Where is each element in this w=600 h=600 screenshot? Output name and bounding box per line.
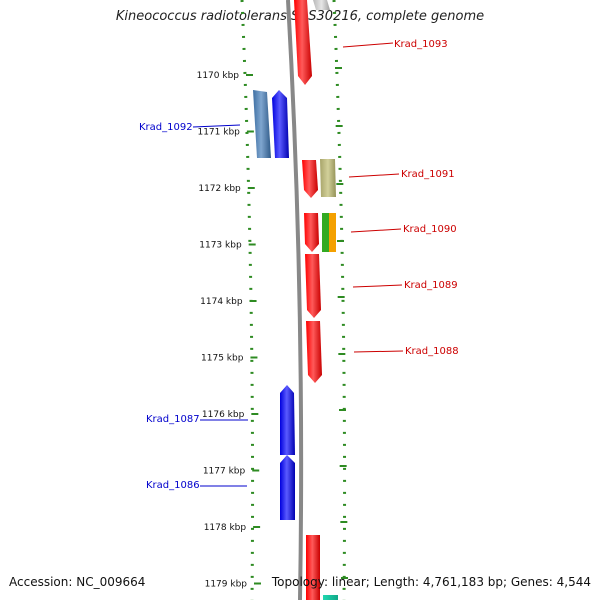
gene-arrow-krad-1086[interactable]	[280, 455, 295, 520]
gene-arrow-red-bottom[interactable]	[306, 535, 320, 600]
genome-summary-text: Topology: linear; Length: 4,761,183 bp; …	[271, 575, 591, 589]
scale-tick-label: 1171 kbp	[197, 128, 240, 138]
gene-label-krad-1093[interactable]: Krad_1093	[394, 39, 448, 50]
gene-arrow-grey[interactable]	[313, 0, 330, 10]
gene-labels[interactable]: Krad_1093 Krad_1092 Krad_1091 Krad_1090 …	[139, 39, 459, 491]
gene-arrow-krad-1093[interactable]	[294, 0, 312, 85]
gene-arrow-orange[interactable]	[329, 213, 336, 252]
scale-tick-label: 1174 kbp	[200, 297, 243, 307]
gene-arrow-krad-1089[interactable]	[305, 254, 321, 318]
gene-arrow-krad-1092[interactable]	[272, 90, 289, 158]
gene-label-krad-1086[interactable]: Krad_1086	[146, 480, 200, 491]
gene-arrow-krad-1087[interactable]	[280, 385, 295, 455]
scale-tick-label: 1172 kbp	[198, 184, 241, 194]
gene-label-krad-1087[interactable]: Krad_1087	[146, 414, 200, 425]
gene-label-krad-1090[interactable]: Krad_1090	[403, 224, 457, 235]
gene-arrow-krad-1088[interactable]	[306, 321, 322, 383]
genome-backbone	[286, 0, 304, 600]
gene-arrow-krad-1090[interactable]	[304, 213, 319, 252]
gene-arrow-khaki[interactable]	[320, 159, 336, 197]
scale-tick-label: 1173 kbp	[199, 241, 242, 251]
gene-features[interactable]	[253, 0, 338, 600]
scale-tick-label: 1170 kbp	[197, 71, 240, 81]
gene-leader-lines	[192, 42, 404, 487]
accession-text: Accession: NC_009664	[9, 575, 146, 589]
scale-tick-label: 1176 kbp	[202, 410, 245, 420]
gene-label-krad-1092[interactable]: Krad_1092	[139, 122, 193, 133]
gene-arrow-krad-1091[interactable]	[302, 160, 318, 198]
gene-arrow-teal-bottom[interactable]	[323, 595, 338, 600]
gene-arrow-green[interactable]	[322, 213, 329, 252]
gene-label-krad-1089[interactable]: Krad_1089	[404, 280, 458, 291]
scale-tick-label: 1179 kbp	[205, 580, 248, 590]
gene-label-krad-1091[interactable]: Krad_1091	[401, 169, 455, 180]
scale-tick-label: 1178 kbp	[204, 523, 247, 533]
gene-label-krad-1088[interactable]: Krad_1088	[405, 346, 459, 357]
scale-tick-label: 1177 kbp	[203, 467, 246, 477]
scale-ticks: 1170 kbp 1171 kbp 1172 kbp 1173 kbp 1174 kbp…	[197, 67, 348, 590]
guide-track-2	[332, 0, 347, 600]
scale-tick-label: 1175 kbp	[201, 354, 244, 364]
gene-arrow-steel[interactable]	[253, 90, 271, 158]
